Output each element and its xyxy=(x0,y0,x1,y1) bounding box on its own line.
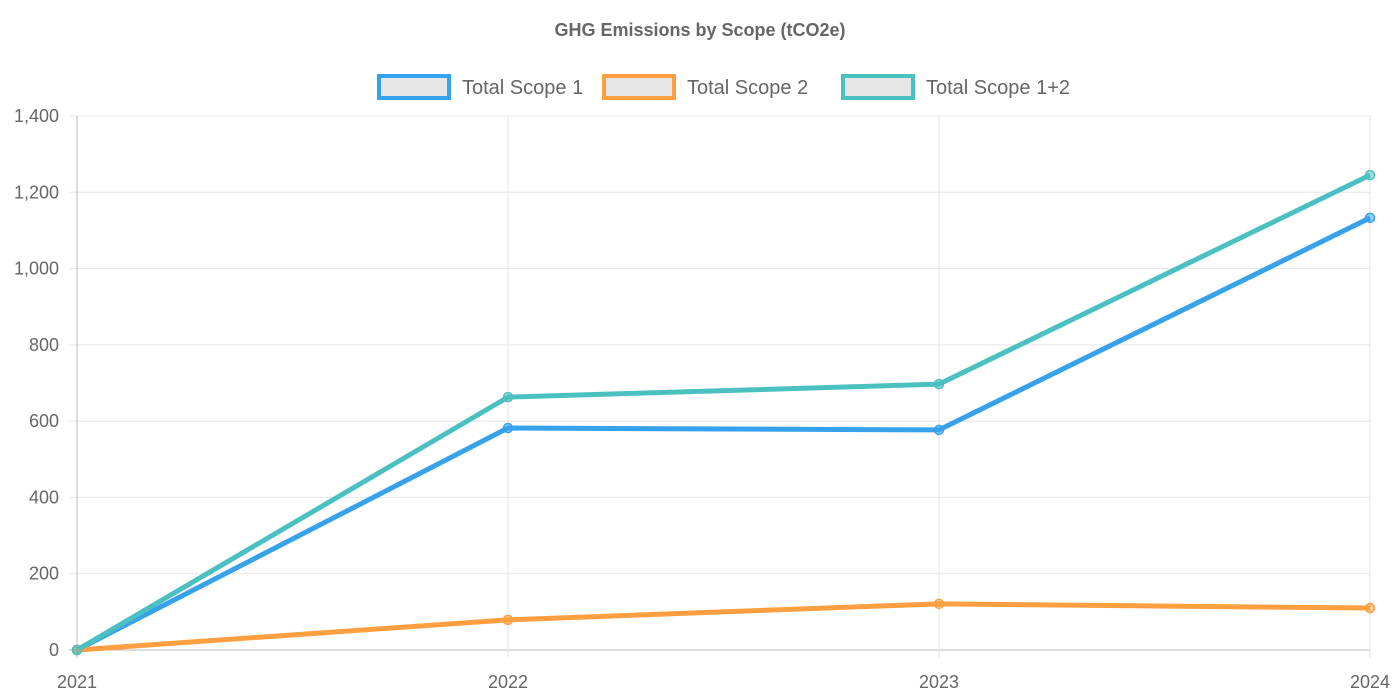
data-point[interactable] xyxy=(933,378,945,390)
legend-label: Total Scope 2 xyxy=(687,77,808,99)
series-line xyxy=(75,172,1372,653)
y-tick-label: 1,000 xyxy=(14,259,59,279)
data-point[interactable] xyxy=(1364,602,1376,614)
x-tick-label: 2024 xyxy=(1350,672,1390,692)
chart-title: GHG Emissions by Scope (tCO2e) xyxy=(554,20,845,40)
legend-item[interactable]: Total Scope 1 xyxy=(377,74,583,100)
legend-swatch xyxy=(602,74,676,100)
data-point[interactable] xyxy=(502,391,514,403)
x-tick-label: 2022 xyxy=(488,672,528,692)
y-tick-label: 800 xyxy=(29,335,59,355)
data-point[interactable] xyxy=(933,598,945,610)
legend-swatch xyxy=(841,74,915,100)
data-point[interactable] xyxy=(502,614,514,626)
y-tick-label: 600 xyxy=(29,411,59,431)
legend-label: Total Scope 1 xyxy=(462,77,583,99)
legend-label: Total Scope 1+2 xyxy=(926,77,1070,99)
series-layer xyxy=(71,169,1376,656)
legend: Total Scope 1 Total Scope 2 Total Scope 1+… xyxy=(377,74,1070,100)
data-point[interactable] xyxy=(71,644,83,656)
data-point[interactable] xyxy=(1364,212,1376,224)
y-tick-label: 1,400 xyxy=(14,106,59,126)
x-tick-label: 2023 xyxy=(919,672,959,692)
data-point[interactable] xyxy=(933,424,945,436)
legend-item[interactable]: Total Scope 2 xyxy=(602,74,808,100)
data-point[interactable] xyxy=(502,422,514,434)
y-tick-label: 1,200 xyxy=(14,182,59,202)
grid xyxy=(69,115,1371,658)
legend-swatch xyxy=(377,74,451,100)
legend-item[interactable]: Total Scope 1+2 xyxy=(841,74,1070,100)
x-tick-label: 2021 xyxy=(57,672,97,692)
y-tick-label: 0 xyxy=(49,640,59,660)
data-point[interactable] xyxy=(1364,169,1376,181)
y-tick-label: 200 xyxy=(29,564,59,584)
series-line xyxy=(76,601,1371,653)
series-line xyxy=(75,215,1372,653)
axes: 0 200 400 600 800 1,000 1,200 1,400 2021 2022 2023… xyxy=(14,106,1390,692)
y-tick-label: 400 xyxy=(29,487,59,507)
